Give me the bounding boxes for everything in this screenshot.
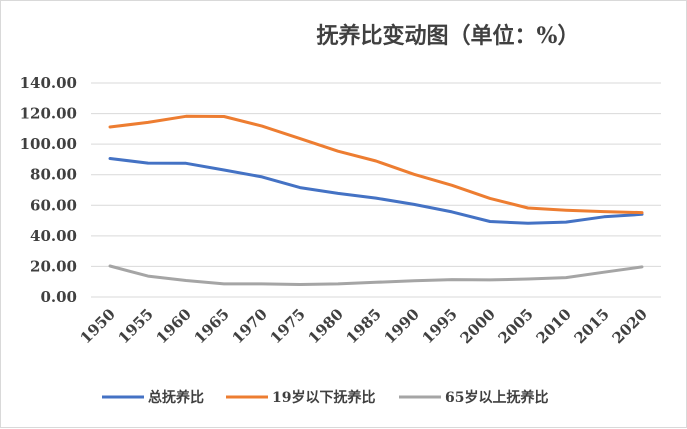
series-line-0 [108,157,644,225]
x-tick-label: 1970 [229,305,271,347]
series-line-1 [108,114,644,215]
legend-label-0: 总抚养比 [148,389,204,406]
legend: 总抚养比 19岁以下抚养比 65岁以上抚养比 [102,389,548,406]
y-tick-label: 20.00 [30,257,77,275]
y-tick-label: 60.00 [30,196,77,214]
x-tick-label: 1985 [343,305,385,347]
x-tick-label: 1975 [267,305,309,347]
y-tick-label: 80.00 [30,166,77,184]
y-tick-label: 100.00 [20,135,77,153]
x-tick-label: 2020 [609,305,651,347]
x-tick-label: 2010 [533,305,575,347]
chart-title: 抚养比变动图（单位：%） [317,23,580,49]
y-axis: 0.00 20.00 40.00 60.00 80.00 100.00 120.00 140.… [20,74,77,306]
x-tick-label: 2015 [571,305,613,347]
x-axis: 1950195519601965197019751980198519901995… [77,305,651,347]
series-lines [108,114,644,286]
x-tick-label: 1990 [381,305,423,347]
x-tick-label: 2005 [495,305,537,347]
y-tick-label: 0.00 [40,288,77,306]
series-line-2 [108,264,644,286]
y-tick-label: 40.00 [30,227,77,245]
x-tick-label: 1965 [191,305,233,347]
y-tick-label: 140.00 [20,74,77,92]
x-tick-label: 1950 [77,305,119,347]
legend-label-2: 65岁以上抚养比 [445,389,548,406]
y-tick-label: 120.00 [20,105,77,123]
x-tick-label: 1995 [419,305,461,347]
gridlines [91,82,661,298]
legend-label-1: 19岁以下抚养比 [272,389,375,406]
x-tick-label: 1980 [305,305,347,347]
x-tick-label: 2000 [457,305,499,347]
x-tick-label: 1960 [153,305,195,347]
x-tick-label: 1955 [115,305,157,347]
